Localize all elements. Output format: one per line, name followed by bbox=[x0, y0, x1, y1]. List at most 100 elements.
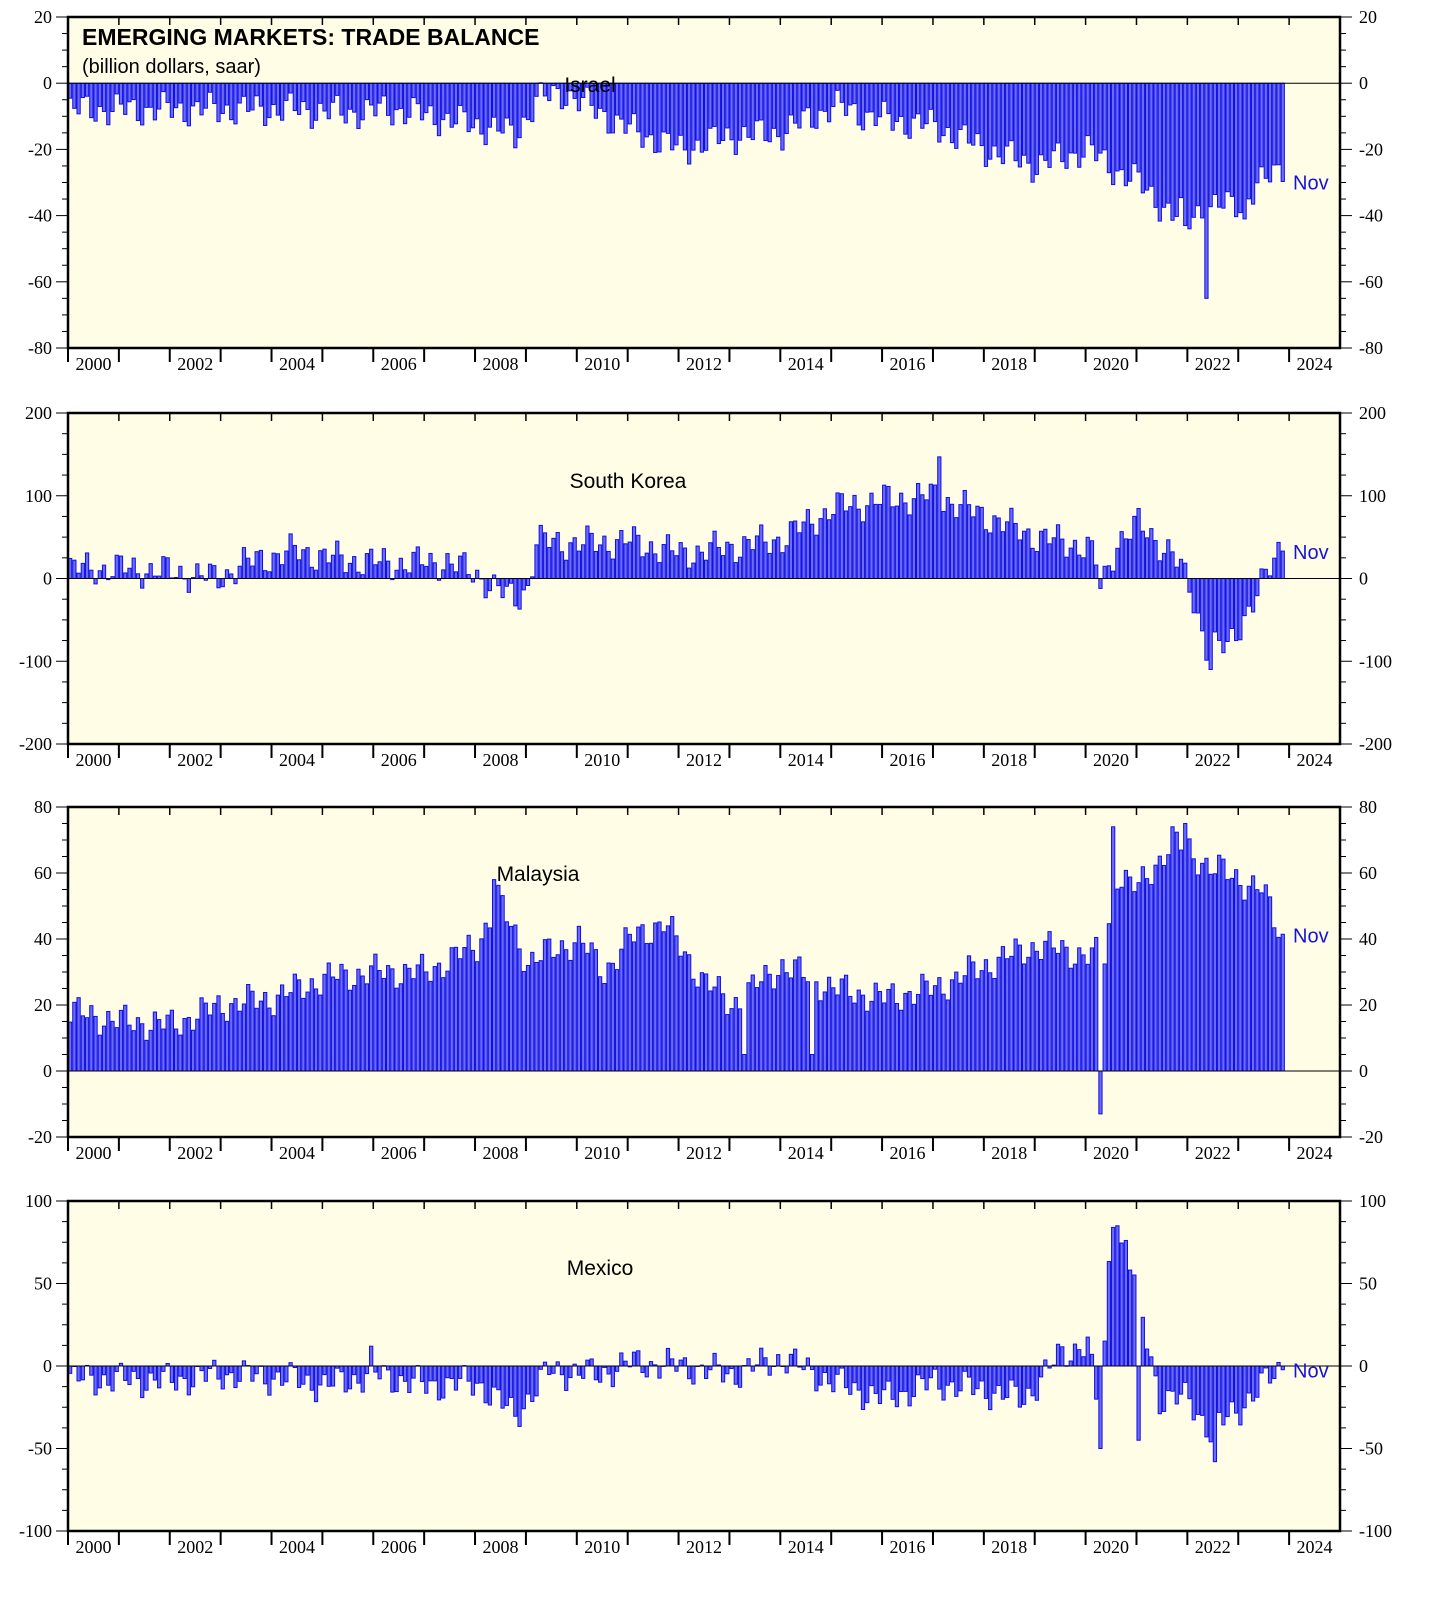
bar bbox=[114, 1365, 119, 1372]
bar bbox=[598, 544, 603, 579]
bar bbox=[835, 994, 840, 1072]
bar bbox=[1276, 541, 1281, 580]
bar bbox=[224, 569, 230, 579]
bar bbox=[551, 1365, 556, 1374]
bar bbox=[907, 514, 912, 579]
bar bbox=[352, 556, 357, 580]
bar bbox=[856, 989, 861, 1072]
bar bbox=[1013, 82, 1018, 162]
bar bbox=[720, 555, 726, 580]
bar bbox=[843, 510, 849, 579]
bar bbox=[958, 982, 963, 1072]
bar bbox=[1259, 892, 1264, 1072]
y-tick-label-right: 0 bbox=[1359, 569, 1368, 589]
bar bbox=[140, 1023, 145, 1072]
bar bbox=[653, 922, 658, 1072]
bar bbox=[670, 550, 675, 580]
bar bbox=[398, 1365, 403, 1377]
bar bbox=[1022, 530, 1027, 579]
bar bbox=[237, 565, 242, 579]
bar bbox=[110, 1365, 115, 1392]
bar bbox=[1043, 1359, 1048, 1367]
bar bbox=[326, 962, 331, 1072]
bar bbox=[1106, 923, 1112, 1072]
bar bbox=[1098, 1365, 1103, 1449]
bar bbox=[148, 1365, 153, 1374]
bar bbox=[712, 1352, 717, 1367]
bar bbox=[754, 987, 760, 1072]
bar bbox=[356, 1365, 361, 1384]
bar bbox=[776, 975, 781, 1072]
bar bbox=[1229, 82, 1235, 197]
bar bbox=[547, 1365, 552, 1376]
bar bbox=[1111, 82, 1116, 186]
bar bbox=[729, 543, 734, 579]
bar bbox=[1000, 1365, 1006, 1400]
bar bbox=[911, 498, 917, 579]
bar bbox=[1242, 899, 1247, 1072]
bar bbox=[793, 520, 798, 579]
bar bbox=[1187, 82, 1192, 230]
bar bbox=[746, 539, 751, 580]
bar bbox=[76, 82, 81, 115]
bar bbox=[1272, 1365, 1277, 1379]
series-label: Mexico bbox=[567, 1257, 634, 1280]
x-tick-label: 2020 bbox=[1093, 354, 1129, 374]
bar bbox=[415, 82, 420, 105]
x-tick-label: 2006 bbox=[381, 354, 417, 374]
bar bbox=[76, 572, 81, 579]
bar bbox=[759, 981, 764, 1072]
bar bbox=[1166, 854, 1171, 1072]
bar bbox=[1276, 82, 1281, 166]
bar bbox=[1178, 849, 1184, 1072]
bar bbox=[1111, 1226, 1116, 1367]
bar bbox=[742, 82, 747, 128]
bar bbox=[1238, 578, 1243, 641]
x-tick-label: 2018 bbox=[991, 354, 1027, 374]
bar bbox=[1144, 537, 1150, 580]
bar bbox=[924, 980, 929, 1072]
bar bbox=[1217, 854, 1222, 1072]
bar bbox=[1047, 543, 1052, 580]
x-tick-label: 2024 bbox=[1297, 1143, 1333, 1163]
bar bbox=[1212, 873, 1218, 1072]
bar bbox=[983, 1365, 989, 1399]
bar bbox=[1195, 1365, 1201, 1415]
bar bbox=[1276, 1361, 1281, 1367]
bar bbox=[407, 1365, 412, 1393]
bar bbox=[1225, 1365, 1230, 1418]
bar bbox=[483, 82, 488, 146]
last-month-annotation: Nov bbox=[1293, 542, 1329, 564]
bar bbox=[644, 1365, 649, 1378]
bar bbox=[1272, 927, 1277, 1072]
bar bbox=[648, 541, 654, 580]
bar bbox=[250, 565, 255, 579]
x-tick-label: 2012 bbox=[686, 1143, 722, 1163]
bar bbox=[441, 977, 446, 1072]
bar bbox=[958, 82, 963, 130]
bar bbox=[364, 82, 370, 101]
bar bbox=[1212, 578, 1218, 633]
bar bbox=[237, 1365, 242, 1382]
bar bbox=[1144, 82, 1150, 191]
y-tick-label-left: 100 bbox=[25, 486, 52, 506]
bar bbox=[131, 1365, 136, 1372]
y-tick-label-left: -200 bbox=[19, 734, 52, 754]
bar bbox=[1085, 1336, 1090, 1367]
bar bbox=[831, 82, 836, 108]
bar bbox=[449, 1365, 454, 1380]
bar bbox=[1132, 1274, 1137, 1367]
x-tick-label: 2008 bbox=[482, 1143, 518, 1163]
bar bbox=[860, 82, 866, 131]
bar bbox=[195, 563, 200, 579]
bar bbox=[720, 82, 726, 141]
bar bbox=[614, 969, 620, 1072]
bar bbox=[144, 573, 149, 580]
bar bbox=[1221, 858, 1226, 1072]
bar bbox=[140, 82, 145, 126]
bar bbox=[398, 983, 403, 1072]
bar bbox=[831, 987, 836, 1072]
bar bbox=[962, 82, 967, 126]
bar bbox=[233, 998, 238, 1072]
bar bbox=[458, 82, 463, 106]
